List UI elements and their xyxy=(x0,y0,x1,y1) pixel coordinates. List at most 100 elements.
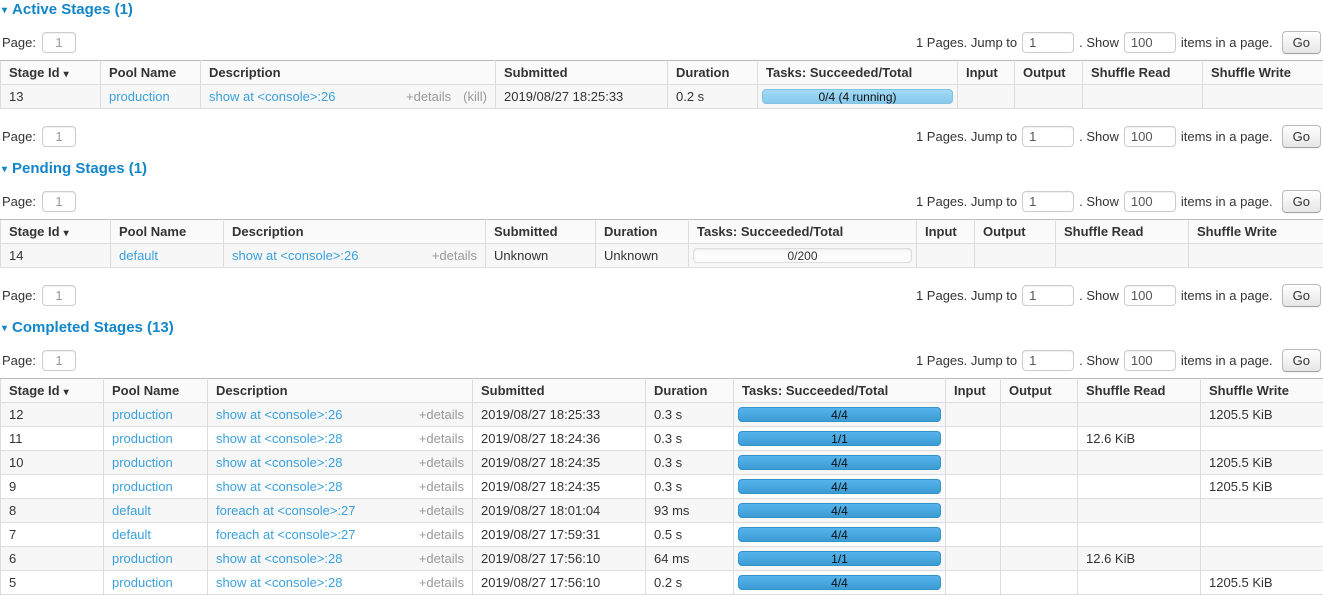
col-header-label: Submitted xyxy=(504,65,568,80)
pool-name-link[interactable]: production xyxy=(112,551,173,566)
col-header-tasks-succeeded-total[interactable]: Tasks: Succeeded/Total xyxy=(734,379,946,403)
stage-description-link[interactable]: show at <console>:28 xyxy=(216,575,409,590)
details-toggle-link[interactable]: +details xyxy=(432,248,477,263)
go-button[interactable]: Go xyxy=(1282,190,1321,213)
col-header-shuffle-read[interactable]: Shuffle Read xyxy=(1078,379,1201,403)
stage-description-link[interactable]: show at <console>:28 xyxy=(216,551,409,566)
output-cell xyxy=(1001,451,1078,475)
pool-name-link[interactable]: production xyxy=(112,431,173,446)
col-header-duration[interactable]: Duration xyxy=(668,61,758,85)
col-header-submitted[interactable]: Submitted xyxy=(496,61,668,85)
col-header-pool-name[interactable]: Pool Name xyxy=(104,379,208,403)
section-heading-completed[interactable]: ▾Completed Stages (13) xyxy=(2,319,1321,336)
page-number-input[interactable] xyxy=(42,350,76,371)
tasks-progress-bar: 4/4 xyxy=(738,479,941,494)
col-header-output[interactable]: Output xyxy=(1015,61,1083,85)
details-toggle-link[interactable]: +details xyxy=(419,455,464,470)
col-header-shuffle-write[interactable]: Shuffle Write xyxy=(1203,61,1323,85)
details-toggle-link[interactable]: +details xyxy=(419,527,464,542)
pool-name-cell: default xyxy=(111,244,224,268)
go-button[interactable]: Go xyxy=(1282,31,1321,54)
col-header-stage-id[interactable]: Stage Id▾ xyxy=(1,220,111,244)
stage-description-link[interactable]: show at <console>:28 xyxy=(216,479,409,494)
section-heading-active[interactable]: ▾Active Stages (1) xyxy=(2,1,1321,18)
section-heading-pending[interactable]: ▾Pending Stages (1) xyxy=(2,160,1321,177)
col-header-stage-id[interactable]: Stage Id▾ xyxy=(1,61,101,85)
page-number-input[interactable] xyxy=(42,191,76,212)
stage-description-link[interactable]: foreach at <console>:27 xyxy=(216,503,409,518)
items-per-page-input[interactable] xyxy=(1124,126,1176,147)
col-header-shuffle-read[interactable]: Shuffle Read xyxy=(1056,220,1189,244)
stage-description-link[interactable]: foreach at <console>:27 xyxy=(216,527,409,542)
stage-description-link[interactable]: show at <console>:28 xyxy=(216,455,409,470)
col-header-output[interactable]: Output xyxy=(975,220,1056,244)
stage-description-link[interactable]: show at <console>:26 xyxy=(232,248,422,263)
pool-name-link[interactable]: default xyxy=(112,503,151,518)
jump-to-page-input[interactable] xyxy=(1022,191,1074,212)
details-toggle-link[interactable]: +details xyxy=(406,89,451,104)
pool-name-link[interactable]: default xyxy=(112,527,151,542)
details-toggle-link[interactable]: +details xyxy=(419,551,464,566)
stage-description-link[interactable]: show at <console>:26 xyxy=(209,89,396,104)
pagination-top-completed: Page:1 Pages. Jump to. Showitems in a pa… xyxy=(2,348,1321,372)
input-cell xyxy=(946,475,1001,499)
col-header-description[interactable]: Description xyxy=(208,379,473,403)
items-per-page-input[interactable] xyxy=(1124,285,1176,306)
jump-to-page-input[interactable] xyxy=(1022,350,1074,371)
page-number-input[interactable] xyxy=(42,32,76,53)
go-button[interactable]: Go xyxy=(1282,349,1321,372)
col-header-shuffle-write[interactable]: Shuffle Write xyxy=(1201,379,1323,403)
stage-id-cell: 14 xyxy=(1,244,111,268)
details-toggle-link[interactable]: +details xyxy=(419,407,464,422)
details-toggle-link[interactable]: +details xyxy=(419,479,464,494)
items-per-page-input[interactable] xyxy=(1124,350,1176,371)
details-toggle-link[interactable]: +details xyxy=(419,431,464,446)
kill-stage-link[interactable]: (kill) xyxy=(463,89,487,104)
collapse-arrow-icon: ▾ xyxy=(2,323,7,334)
col-header-input[interactable]: Input xyxy=(958,61,1015,85)
col-header-stage-id[interactable]: Stage Id▾ xyxy=(1,379,104,403)
col-header-input[interactable]: Input xyxy=(917,220,975,244)
stage-description-link[interactable]: show at <console>:26 xyxy=(216,407,409,422)
col-header-description[interactable]: Description xyxy=(201,61,496,85)
tasks-cell: 4/4 xyxy=(734,475,946,499)
col-header-shuffle-write[interactable]: Shuffle Write xyxy=(1189,220,1323,244)
output-cell xyxy=(1001,547,1078,571)
section-title-text: Active Stages (1) xyxy=(12,1,133,18)
pool-name-link[interactable]: production xyxy=(112,455,173,470)
details-toggle-link[interactable]: +details xyxy=(419,503,464,518)
col-header-pool-name[interactable]: Pool Name xyxy=(101,61,201,85)
output-cell xyxy=(1001,403,1078,427)
pool-name-link[interactable]: production xyxy=(112,575,173,590)
items-per-page-input[interactable] xyxy=(1124,191,1176,212)
jump-to-page-input[interactable] xyxy=(1022,32,1074,53)
col-header-description[interactable]: Description xyxy=(224,220,486,244)
col-header-duration[interactable]: Duration xyxy=(646,379,734,403)
col-header-submitted[interactable]: Submitted xyxy=(473,379,646,403)
jump-to-page-input[interactable] xyxy=(1022,285,1074,306)
col-header-tasks-succeeded-total[interactable]: Tasks: Succeeded/Total xyxy=(689,220,917,244)
pool-name-link[interactable]: production xyxy=(109,89,170,104)
col-header-tasks-succeeded-total[interactable]: Tasks: Succeeded/Total xyxy=(758,61,958,85)
items-per-page-input[interactable] xyxy=(1124,32,1176,53)
pool-name-link[interactable]: production xyxy=(112,407,173,422)
col-header-pool-name[interactable]: Pool Name xyxy=(111,220,224,244)
col-header-shuffle-read[interactable]: Shuffle Read xyxy=(1083,61,1203,85)
details-toggle-link[interactable]: +details xyxy=(419,575,464,590)
go-button[interactable]: Go xyxy=(1282,125,1321,148)
col-header-output[interactable]: Output xyxy=(1001,379,1078,403)
pagination-top-active: Page:1 Pages. Jump to. Showitems in a pa… xyxy=(2,30,1321,54)
col-header-label: Stage Id xyxy=(9,383,60,398)
tasks-cell: 4/4 xyxy=(734,403,946,427)
pool-name-link[interactable]: production xyxy=(112,479,173,494)
stage-description-link[interactable]: show at <console>:28 xyxy=(216,431,409,446)
page-number-input[interactable] xyxy=(42,285,76,306)
go-button[interactable]: Go xyxy=(1282,284,1321,307)
pool-name-link[interactable]: default xyxy=(119,248,158,263)
col-header-input[interactable]: Input xyxy=(946,379,1001,403)
page-number-input[interactable] xyxy=(42,126,76,147)
col-header-submitted[interactable]: Submitted xyxy=(486,220,596,244)
jump-to-page-input[interactable] xyxy=(1022,126,1074,147)
col-header-duration[interactable]: Duration xyxy=(596,220,689,244)
